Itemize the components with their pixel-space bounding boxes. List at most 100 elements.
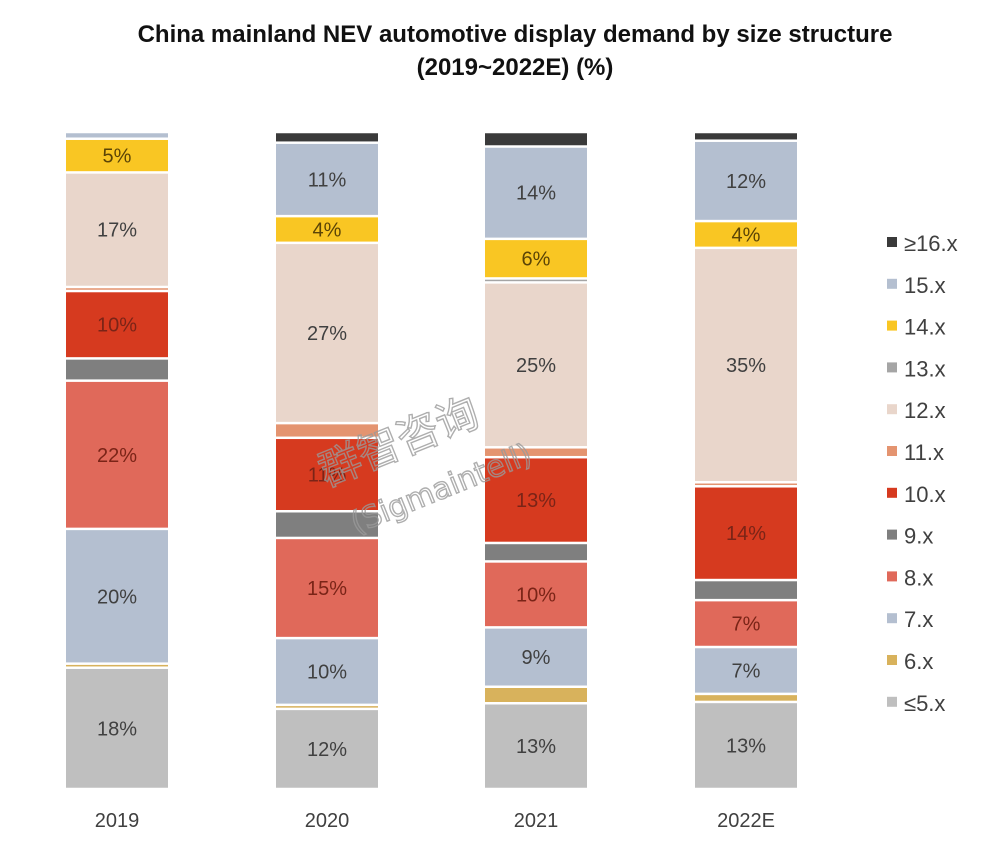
bar-segment-2019-9.x xyxy=(66,359,168,380)
bar-segment-2019-11.x xyxy=(66,288,168,290)
bar-segment-2020-≤5.x xyxy=(276,710,378,788)
data-label-2021-12.x: 25% xyxy=(516,355,556,377)
bar-segment-2019-6.x xyxy=(66,664,168,667)
data-label-2020-8.x: 15% xyxy=(307,578,347,600)
bar-segment-2021-12.x xyxy=(485,283,587,447)
legend-label-12.x: 12.x xyxy=(904,398,946,423)
legend-label-13.x: 13.x xyxy=(904,356,946,381)
bar-segment-2021-13.x xyxy=(485,279,587,282)
bar-segment-2022E-12.x xyxy=(695,249,797,482)
data-label-2022E-7.x: 7% xyxy=(732,660,761,682)
legend-label-8.x: 8.x xyxy=(904,565,933,590)
bar-segment-2019-14.x xyxy=(66,139,168,172)
data-label-2022E-12.x: 35% xyxy=(726,355,766,377)
legend-label-≤5.x: ≤5.x xyxy=(904,691,945,716)
x-tick-label-2019: 2019 xyxy=(95,810,140,832)
legend-label-9.x: 9.x xyxy=(904,524,933,549)
data-label-2021-15.x: 14% xyxy=(516,183,556,205)
legend-label-15.x: 15.x xyxy=(904,273,946,298)
data-label-2021-≤5.x: 13% xyxy=(516,736,556,758)
data-label-2020-≤5.x: 12% xyxy=(307,739,347,761)
bar-segment-2022E-11.x xyxy=(695,483,797,486)
chart-subtitle: (2019~2022E) (%) xyxy=(416,54,614,81)
bar-segment-2021-7.x xyxy=(485,628,587,686)
x-tick-label-2022E: 2022E xyxy=(717,810,775,832)
data-label-2019-≤5.x: 18% xyxy=(97,718,137,740)
legend-label-6.x: 6.x xyxy=(904,649,933,674)
bar-segment-2021-≥16.x xyxy=(485,133,587,146)
chart-title: China mainland NEV automotive display de… xyxy=(0,18,990,84)
data-label-2021-7.x: 9% xyxy=(522,647,551,669)
bar-segment-2022E-15.x xyxy=(695,141,797,220)
bar-segment-2019-8.x xyxy=(66,381,168,528)
data-label-2021-8.x: 10% xyxy=(516,584,556,606)
bar-segment-2022E-9.x xyxy=(695,581,797,599)
data-label-2022E-14.x: 4% xyxy=(732,224,761,246)
bar-segment-2021-14.x xyxy=(485,240,587,278)
bar-segment-2019-≤5.x xyxy=(66,668,168,788)
bar-segment-2019-7.x xyxy=(66,530,168,663)
segment-labels-group: 18% 20% 22% 10% 17% 5% 12% 10% 15% 11% 27% 4% 11% 13%… xyxy=(97,146,766,761)
legend-swatch-14.x xyxy=(887,320,897,331)
bar-segment-2019-15.x xyxy=(66,133,168,138)
legend-label-≥16.x: ≥16.x xyxy=(904,231,958,256)
bar-segment-2021-15.x xyxy=(485,147,587,238)
legend-swatch-13.x xyxy=(887,362,897,373)
legend-swatch-8.x xyxy=(887,571,897,582)
bar-segment-2020-8.x xyxy=(276,539,378,637)
legend: ≥16.x 15.x 14.x 13.x 12.x 11.x 10.x 9.x 8.x 7.x 6.… xyxy=(887,231,958,716)
legend-swatch-10.x xyxy=(887,487,897,498)
data-label-2022E-8.x: 7% xyxy=(732,614,761,636)
legend-label-11.x: 11.x xyxy=(904,440,944,465)
legend-swatch-7.x xyxy=(887,613,897,624)
data-label-2019-8.x: 22% xyxy=(97,445,137,467)
data-label-2020-15.x: 11% xyxy=(308,169,347,191)
data-label-2022E-15.x: 12% xyxy=(726,171,766,193)
legend-swatch-15.x xyxy=(887,278,897,289)
data-label-2019-10.x: 10% xyxy=(97,315,137,337)
x-tick-label-2020: 2020 xyxy=(305,810,350,832)
bar-segment-2021-11.x xyxy=(485,448,587,456)
bar-segment-2020-≥16.x xyxy=(276,133,378,142)
category-labels-group: 2019 2020 2021 2022E xyxy=(95,810,775,832)
bar-segment-2022E-10.x xyxy=(695,487,797,579)
bar-segment-2022E-≤5.x xyxy=(695,703,797,788)
data-label-2020-7.x: 10% xyxy=(307,661,347,683)
bar-segment-2021-≤5.x xyxy=(485,704,587,788)
bar-segment-2019-12.x xyxy=(66,173,168,286)
bar-segment-2019-10.x xyxy=(66,292,168,358)
data-label-2022E-≤5.x: 13% xyxy=(726,735,766,757)
legend-swatch-12.x xyxy=(887,404,897,415)
chart-title-line1: China mainland NEV automotive display de… xyxy=(137,21,893,48)
bar-segment-2022E-≥16.x xyxy=(695,133,797,140)
bar-segment-2021-8.x xyxy=(485,562,587,627)
bar-segment-2020-15.x xyxy=(276,143,378,215)
data-label-2019-7.x: 20% xyxy=(97,586,137,608)
bar-segment-2022E-7.x xyxy=(695,648,797,693)
data-label-2020-12.x: 27% xyxy=(307,323,347,345)
legend-swatch-≥16.x xyxy=(887,237,897,247)
data-label-2021-10.x: 13% xyxy=(516,490,556,512)
data-label-2020-10.x: 11% xyxy=(308,465,347,487)
bar-segment-2021-6.x xyxy=(485,688,587,702)
bars-group xyxy=(66,133,797,788)
legend-label-7.x: 7.x xyxy=(904,607,933,632)
legend-swatch-≤5.x xyxy=(887,696,897,707)
bar-segment-2021-10.x xyxy=(485,458,587,542)
legend-swatch-11.x xyxy=(887,446,897,456)
legend-swatch-6.x xyxy=(887,655,897,665)
bar-segment-2020-9.x xyxy=(276,512,378,537)
data-label-2019-12.x: 17% xyxy=(97,220,137,242)
bar-segment-2020-14.x xyxy=(276,217,378,242)
bar-segment-2020-6.x xyxy=(276,706,378,708)
legend-label-10.x: 10.x xyxy=(904,482,946,507)
legend-label-14.x: 14.x xyxy=(904,315,946,340)
data-label-2020-14.x: 4% xyxy=(313,219,342,241)
data-label-2021-14.x: 6% xyxy=(522,249,551,271)
bar-segment-2021-9.x xyxy=(485,544,587,561)
data-label-2022E-10.x: 14% xyxy=(726,523,766,545)
data-label-2019-14.x: 5% xyxy=(103,146,132,168)
bar-segment-2022E-14.x xyxy=(695,222,797,247)
legend-swatch-9.x xyxy=(887,529,897,540)
